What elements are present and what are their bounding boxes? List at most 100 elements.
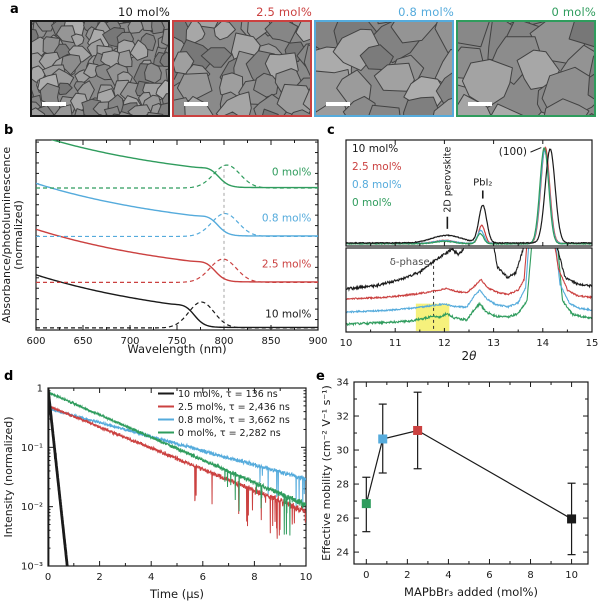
sem-grain	[60, 54, 82, 76]
data-point-2.5 mol%	[413, 425, 423, 435]
series-label-10 mol%: 10 mol%	[265, 308, 311, 320]
sem-grain	[247, 22, 273, 42]
sem-grain	[32, 107, 46, 115]
y-axis-title: Effective mobility (cm⁻² V⁻¹ s⁻¹)	[320, 385, 333, 561]
scale-bar	[42, 102, 66, 106]
sem-grain	[302, 87, 310, 111]
decay-traces	[48, 388, 306, 566]
x-tick-label: 13	[487, 338, 500, 349]
legend-2.5 mol%, τ = 2,436 ns: 2.5 mol%, τ = 2,436 ns	[178, 402, 290, 413]
data-point-0 mol%	[361, 499, 371, 509]
x-tick-label: 10	[340, 338, 353, 349]
sem-texture	[458, 22, 594, 115]
plot-frame	[353, 381, 589, 565]
xrd-bottom-0.8 mol%	[346, 248, 592, 314]
sem-grain	[461, 59, 513, 109]
x-tick-label: 6	[200, 572, 206, 583]
sem-grain	[490, 103, 524, 115]
x-tick-label: 10	[565, 570, 578, 581]
y-tick-label: 34	[336, 378, 349, 389]
y-tick-label: 10⁻²	[21, 502, 43, 513]
xrd-zoom	[346, 248, 592, 327]
xrd-bottom-0 mol%	[346, 248, 592, 327]
y-tick-label: 1	[37, 384, 43, 395]
sem-grain	[568, 22, 594, 48]
x-tick-label: 850	[261, 336, 280, 347]
xrd-chart: 10 11 12 13 14 15 2θ 10 mol% 2.5 mol% 0.8 mol% 0 m…	[340, 139, 598, 363]
sem-texture	[174, 22, 310, 115]
scale-bar	[326, 102, 350, 106]
sem-grain	[127, 104, 153, 115]
sem-grain	[303, 44, 310, 77]
sem-grain	[176, 72, 213, 102]
sem-grain	[264, 22, 299, 44]
pl-curve-2.5 mol%	[36, 258, 318, 283]
sem-grain	[129, 39, 149, 61]
sem-image-0mol	[456, 20, 596, 117]
x-tick-label: 800	[214, 336, 233, 347]
y-axis-title: Absorbance/photoluminescence	[0, 147, 13, 324]
sem-grain	[342, 95, 376, 115]
sem-grain	[588, 55, 594, 82]
decay-trace-0 mol%, τ = 2,282 ns	[48, 390, 306, 566]
x-tick-label: 900	[308, 336, 327, 347]
x-axis-title: MAPbBr₃ added (mol%)	[404, 585, 538, 599]
annotation-delta-phase: δ-phase	[390, 257, 430, 268]
sem-grain	[146, 111, 164, 115]
x-tick-label: 700	[120, 336, 139, 347]
y-tick-label: 28	[336, 480, 349, 491]
x-axis-title: Time (μs)	[149, 587, 204, 601]
absorbance-curve-2.5 mol%	[36, 228, 318, 283]
sem-grain	[151, 22, 165, 35]
y-tick-label: 30	[336, 446, 349, 457]
axis-ticks	[345, 140, 593, 332]
panel-d-label: d	[4, 369, 14, 384]
x-tick-label: 600	[26, 336, 45, 347]
sem-grain	[92, 101, 110, 115]
panel-a-label: a	[10, 2, 19, 17]
sem-grain	[276, 83, 310, 115]
sem-grain	[390, 22, 439, 44]
plot-frame-bottom	[345, 247, 593, 333]
absorbance-pl-chart: 600 650 700 750 800 850 900 Wavelength (nm) Abso…	[0, 139, 328, 356]
x-tick-label: 750	[167, 336, 186, 347]
pl-curve-0.8 mol%	[36, 212, 318, 238]
decay-trace-2.5 mol%, τ = 2,436 ns	[48, 404, 306, 566]
sem-grain	[262, 108, 280, 115]
absorbance-curve-0.8 mol%	[36, 182, 318, 237]
y-tick-label: 10⁻¹	[21, 443, 43, 454]
sem-grain	[185, 22, 206, 45]
sem-grain	[127, 22, 145, 34]
sem-grain	[458, 22, 490, 48]
decay-trace-0.8 mol%, τ = 3,662 ns	[48, 407, 306, 566]
sem-grain	[103, 105, 121, 115]
sem-grain	[35, 22, 55, 32]
spectra	[36, 140, 318, 329]
pointer-100	[530, 147, 542, 153]
pl-decay-chart: 0 2 4 6 8 10 1 10⁻¹ 10⁻² 10⁻³ Time (μs) Intensity (…	[2, 384, 312, 602]
sem-grain	[117, 49, 133, 68]
xrd-bottom-2.5 mol%	[346, 248, 592, 301]
series-label-0.8 mol%: 0.8 mol%	[262, 212, 312, 224]
sem-grain	[161, 28, 168, 47]
sem-grain	[432, 97, 452, 115]
x-axis-title: Wavelength (nm)	[127, 342, 226, 356]
sem-grain	[588, 113, 594, 115]
sem-grain	[377, 22, 392, 25]
sem-grain	[224, 111, 239, 115]
x-axis-title: 2θ	[462, 349, 478, 363]
scale-bar	[184, 102, 208, 106]
scale-bar	[468, 102, 492, 106]
sem-grain	[159, 51, 168, 67]
sem-texture	[316, 22, 452, 115]
sem-grain	[200, 47, 233, 68]
y-axis-title: (normalized)	[12, 200, 25, 270]
absorbance-curve-0 mol%	[50, 140, 318, 189]
y-tick-label: 26	[336, 514, 349, 525]
annotation-100: (100)	[499, 146, 527, 158]
sem-label-10mol: 10 mol%	[117, 5, 170, 19]
legend-0 mol%, τ = 2,282 ns: 0 mol%, τ = 2,282 ns	[178, 428, 281, 439]
series-label-0 mol%: 0 mol%	[272, 166, 312, 178]
